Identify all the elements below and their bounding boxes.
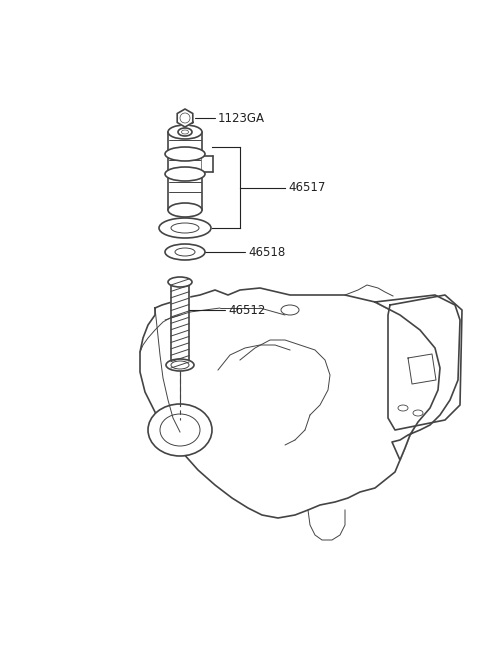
Ellipse shape [178, 128, 192, 136]
Polygon shape [177, 109, 193, 127]
Polygon shape [202, 156, 213, 172]
Ellipse shape [168, 125, 202, 139]
Ellipse shape [165, 167, 205, 181]
Polygon shape [171, 282, 189, 365]
Text: 46512: 46512 [228, 303, 265, 316]
Ellipse shape [165, 244, 205, 260]
Ellipse shape [168, 277, 192, 287]
Polygon shape [388, 295, 462, 430]
Text: 46517: 46517 [288, 181, 325, 194]
Ellipse shape [171, 223, 199, 233]
Polygon shape [375, 295, 460, 460]
Ellipse shape [168, 203, 202, 217]
Polygon shape [408, 354, 436, 384]
Ellipse shape [165, 147, 205, 161]
Ellipse shape [175, 248, 195, 256]
Ellipse shape [166, 359, 194, 371]
Polygon shape [140, 288, 440, 518]
Text: 46518: 46518 [248, 246, 285, 259]
Ellipse shape [159, 218, 211, 238]
Ellipse shape [148, 404, 212, 456]
Text: 1123GA: 1123GA [218, 111, 265, 124]
Polygon shape [168, 132, 202, 210]
